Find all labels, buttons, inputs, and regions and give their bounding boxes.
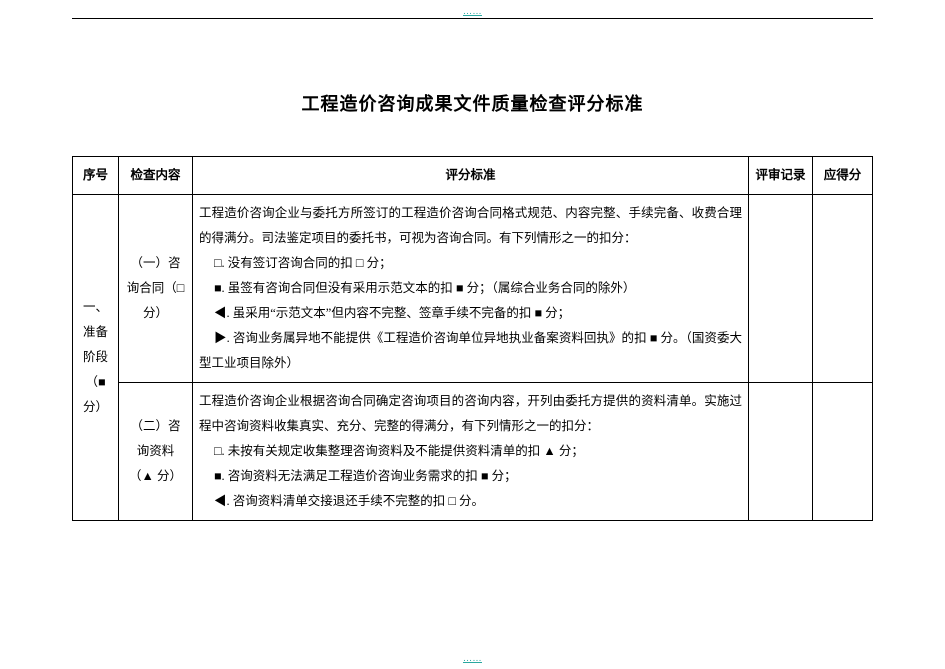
col-criteria: 评分标准	[193, 157, 749, 195]
table-row: 一、准备阶段（■ 分） （一）咨询合同（□ 分） 工程造价咨询企业与委托方所签订…	[73, 195, 873, 383]
page-title: 工程造价咨询成果文件质量检查评分标准	[72, 90, 873, 116]
criteria-line: 工程造价咨询企业与委托方所签订的工程造价咨询合同格式规范、内容完整、手续完备、收…	[199, 201, 742, 251]
cell-score	[813, 195, 873, 383]
scoring-table: 序号 检查内容 评分标准 评审记录 应得分 一、准备阶段（■ 分） （一）咨询合…	[72, 156, 873, 521]
cell-seq: 一、准备阶段（■ 分）	[73, 195, 119, 521]
cell-item: （二）咨询资料（▲ 分）	[119, 383, 193, 521]
criteria-line: ◀. 虽采用“示范文本”但内容不完整、签章手续不完备的扣 ■ 分；	[199, 301, 742, 326]
cell-score	[813, 383, 873, 521]
table-row: （二）咨询资料（▲ 分） 工程造价咨询企业根据咨询合同确定咨询项目的咨询内容，开…	[73, 383, 873, 521]
col-seq: 序号	[73, 157, 119, 195]
page: …… 工程造价咨询成果文件质量检查评分标准 序号 检查内容 评分标准 评审记录 …	[0, 0, 945, 669]
col-score: 应得分	[813, 157, 873, 195]
criteria-line: ■. 咨询资料无法满足工程造价咨询业务需求的扣 ■ 分；	[199, 464, 742, 489]
criteria-line: ◀. 咨询资料清单交接退还手续不完整的扣 □ 分。	[199, 489, 742, 514]
criteria-line: □. 未按有关规定收集整理咨询资料及不能提供资料清单的扣 ▲ 分；	[199, 439, 742, 464]
criteria-line: ■. 虽签有咨询合同但没有采用示范文本的扣 ■ 分；（属综合业务合同的除外）	[199, 276, 742, 301]
header-link[interactable]: ……	[463, 6, 482, 16]
criteria-line: 工程造价咨询企业根据咨询合同确定咨询项目的咨询内容，开列由委托方提供的资料清单。…	[199, 389, 742, 439]
cell-record	[749, 383, 813, 521]
header-rule	[72, 18, 873, 19]
col-item: 检查内容	[119, 157, 193, 195]
criteria-line: □. 没有签订咨询合同的扣 □ 分；	[199, 251, 742, 276]
criteria-line: ▶. 咨询业务属异地不能提供《工程造价咨询单位异地执业备案资料回执》的扣 ■ 分…	[199, 326, 742, 376]
col-record: 评审记录	[749, 157, 813, 195]
cell-criteria: 工程造价咨询企业与委托方所签订的工程造价咨询合同格式规范、内容完整、手续完备、收…	[193, 195, 749, 383]
content-area: 工程造价咨询成果文件质量检查评分标准 序号 检查内容 评分标准 评审记录 应得分…	[72, 90, 873, 521]
table-header-row: 序号 检查内容 评分标准 评审记录 应得分	[73, 157, 873, 195]
cell-item: （一）咨询合同（□ 分）	[119, 195, 193, 383]
cell-record	[749, 195, 813, 383]
footer-link[interactable]: ……	[463, 653, 482, 663]
cell-criteria: 工程造价咨询企业根据咨询合同确定咨询项目的咨询内容，开列由委托方提供的资料清单。…	[193, 383, 749, 521]
